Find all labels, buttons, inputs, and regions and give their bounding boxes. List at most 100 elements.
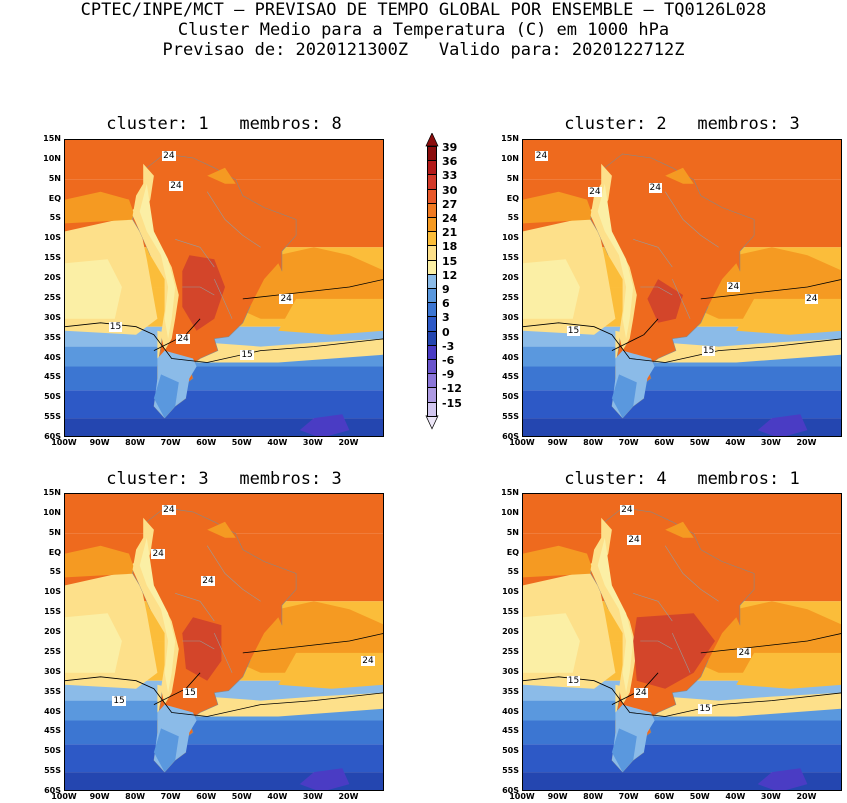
y-tick-label: 10S	[502, 587, 519, 597]
y-tick-label: 50S	[502, 392, 519, 402]
y-tick-label: 60S	[502, 786, 519, 795]
y-tick-label: 5S	[49, 567, 61, 577]
contour-label: 24	[648, 182, 662, 193]
colorbar-label: 36	[442, 155, 458, 169]
colorbar-label: -6	[442, 354, 455, 367]
map-panel-4: 24 24 24 15 24 15	[522, 493, 842, 791]
y-tick-label: 50S	[44, 392, 61, 402]
colorbar-swatch	[427, 344, 437, 360]
colorbar-label: 0	[442, 325, 450, 339]
y-tick-label: 55S	[44, 766, 61, 776]
y-tick-label: 45S	[44, 372, 61, 382]
x-tick-label: 40W	[267, 792, 288, 801]
y-tick-label: 10N	[501, 153, 519, 163]
y-tick-label: 30S	[502, 666, 519, 676]
contour-label: 15	[240, 349, 254, 360]
x-tick-label: 60W	[654, 438, 675, 447]
y-tick-label: 30S	[502, 312, 519, 322]
y-tick-label: 10S	[44, 587, 61, 597]
y-tick-label: 20S	[44, 273, 61, 283]
y-tick-label: EQ	[48, 193, 61, 203]
y-tick-label: 10S	[44, 233, 61, 243]
x-tick-label: 90W	[89, 438, 110, 447]
contour-label: 24	[169, 180, 183, 191]
x-tick-label: 80W	[583, 792, 604, 801]
y-tick-label: 20S	[44, 627, 61, 637]
x-tick-label: 50W	[689, 438, 710, 447]
contour-label: 24	[620, 504, 634, 515]
colorbar-swatch	[427, 245, 437, 261]
y-tick-label: 10N	[43, 507, 61, 517]
contour-label: 24	[737, 647, 751, 658]
x-tick-label: 50W	[231, 792, 252, 801]
contour-label: 24	[151, 548, 165, 559]
colorbar-swatch	[427, 373, 437, 389]
x-tick-label: 80W	[583, 438, 604, 447]
y-tick-label: 60S	[44, 432, 61, 441]
y-tick-label: EQ	[506, 547, 519, 557]
y-tick-label: 45S	[502, 372, 519, 382]
x-tick-label: 30W	[302, 438, 323, 447]
colorbar-label: 9	[442, 283, 450, 296]
y-tick-label: 55S	[44, 412, 61, 422]
colorbar-label: 33	[442, 169, 458, 183]
map-panel-3: 24 24 24 15 24 15	[64, 493, 384, 791]
y-tick-label: 5N	[48, 173, 61, 183]
x-tick-label: 30W	[760, 438, 781, 447]
x-tick-label: 40W	[725, 792, 746, 801]
contour-label: 24	[627, 534, 641, 545]
temperature-map	[65, 494, 383, 790]
y-tick-label: 15N	[43, 134, 61, 143]
temperature-map	[523, 494, 841, 790]
colorbar-label: 18	[442, 240, 458, 254]
colorbar-label: 15	[442, 254, 458, 268]
colorbar-label: 12	[442, 268, 458, 282]
y-tick-label: 25S	[502, 646, 519, 656]
colorbar-label: 39	[442, 141, 458, 154]
colorbar-label: 3	[442, 311, 450, 325]
y-tick-label: 50S	[44, 746, 61, 756]
contour-label: 15	[566, 325, 581, 336]
colorbar-swatch	[427, 302, 437, 318]
y-tick-label: 40S	[44, 352, 61, 362]
y-tick-label: 5S	[49, 213, 61, 223]
y-tick-label: 20S	[502, 273, 519, 283]
y-tick-label: 35S	[44, 332, 61, 342]
y-tick-label: 5S	[507, 213, 519, 223]
colorbar-label: -3	[442, 339, 455, 353]
contour-label: 24	[201, 576, 215, 587]
y-tick-label: 5N	[506, 173, 519, 183]
y-tick-label: 60S	[44, 786, 61, 795]
colorbar-swatch	[427, 387, 437, 403]
contour-label: 24	[805, 293, 819, 304]
y-tick-label: 35S	[502, 686, 519, 696]
y-tick-label: 30S	[44, 666, 61, 676]
colorbar-swatch	[427, 273, 437, 289]
contour-label: 24	[162, 504, 176, 515]
x-tick-label: 90W	[89, 792, 110, 801]
colorbar-swatch	[427, 401, 437, 417]
x-tick-label: 100W	[509, 792, 535, 801]
y-tick-label: EQ	[506, 193, 519, 203]
temperature-map	[523, 140, 841, 436]
contour-label: 15	[701, 345, 716, 356]
y-tick-label: 10N	[43, 153, 61, 163]
map-panel-1: 24 24 24 15 24 15	[64, 139, 384, 437]
colorbar-label: 6	[442, 297, 450, 311]
header-line2: Cluster Medio para a Temperatura (C) em …	[177, 20, 670, 40]
contour-label: 24	[726, 282, 741, 292]
y-tick-label: 10N	[501, 507, 519, 517]
contour-label: 24	[634, 687, 648, 698]
y-tick-label: 5N	[506, 527, 519, 537]
y-tick-label: 10S	[502, 233, 519, 243]
panel3-title: cluster: 3 membros: 3	[106, 469, 342, 489]
y-tick-label: 40S	[502, 706, 519, 716]
y-tick-label: 60S	[502, 432, 519, 441]
x-tick-label: 70W	[618, 438, 639, 447]
y-tick-label: 15N	[501, 488, 519, 497]
x-tick-label: 70W	[160, 792, 181, 801]
x-tick-label: 30W	[302, 792, 323, 801]
x-tick-label: 100W	[51, 438, 77, 447]
contour-label: 24	[534, 150, 549, 161]
colorbar-swatch	[427, 146, 437, 162]
